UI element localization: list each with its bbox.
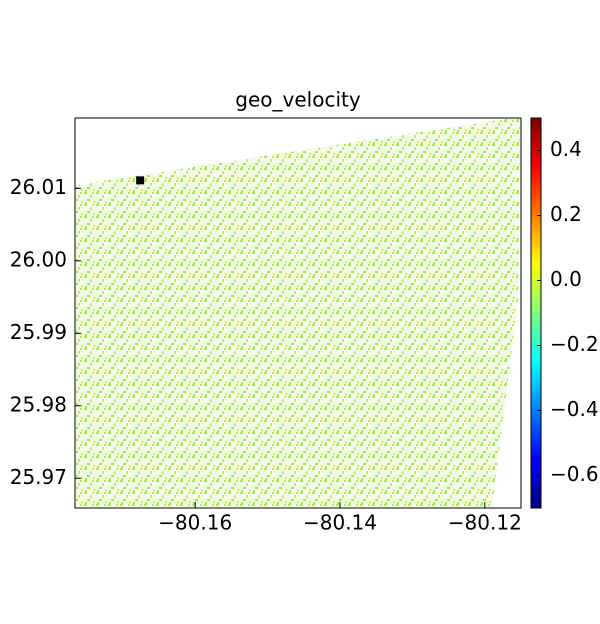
colorbar-tick-label: 0.2: [550, 202, 582, 226]
y-tick-label: 26.00: [10, 247, 67, 271]
coverage-area: [76, 119, 520, 507]
x-tick-label: −80.16: [158, 511, 232, 535]
colorbar-tick-label: −0.2: [550, 332, 599, 356]
reference-point: [136, 176, 145, 185]
y-tick-label: 26.01: [10, 175, 67, 199]
colorbar-tick-label: 0.4: [550, 137, 582, 161]
chart-title: geo_velocity: [235, 88, 361, 112]
x-tick-label: −80.12: [448, 511, 522, 535]
colorbar: [530, 117, 542, 509]
y-tick-label: 25.98: [10, 392, 67, 416]
y-tick-label: 25.97: [10, 465, 67, 489]
y-tick-label: 25.99: [10, 320, 67, 344]
x-tick-label: −80.14: [303, 511, 377, 535]
colorbar-tick-label: 0.0: [550, 267, 582, 291]
colorbar-tick-label: −0.4: [550, 397, 599, 421]
colorbar-tick-label: −0.6: [550, 462, 599, 486]
plot-frame: [74, 117, 522, 509]
